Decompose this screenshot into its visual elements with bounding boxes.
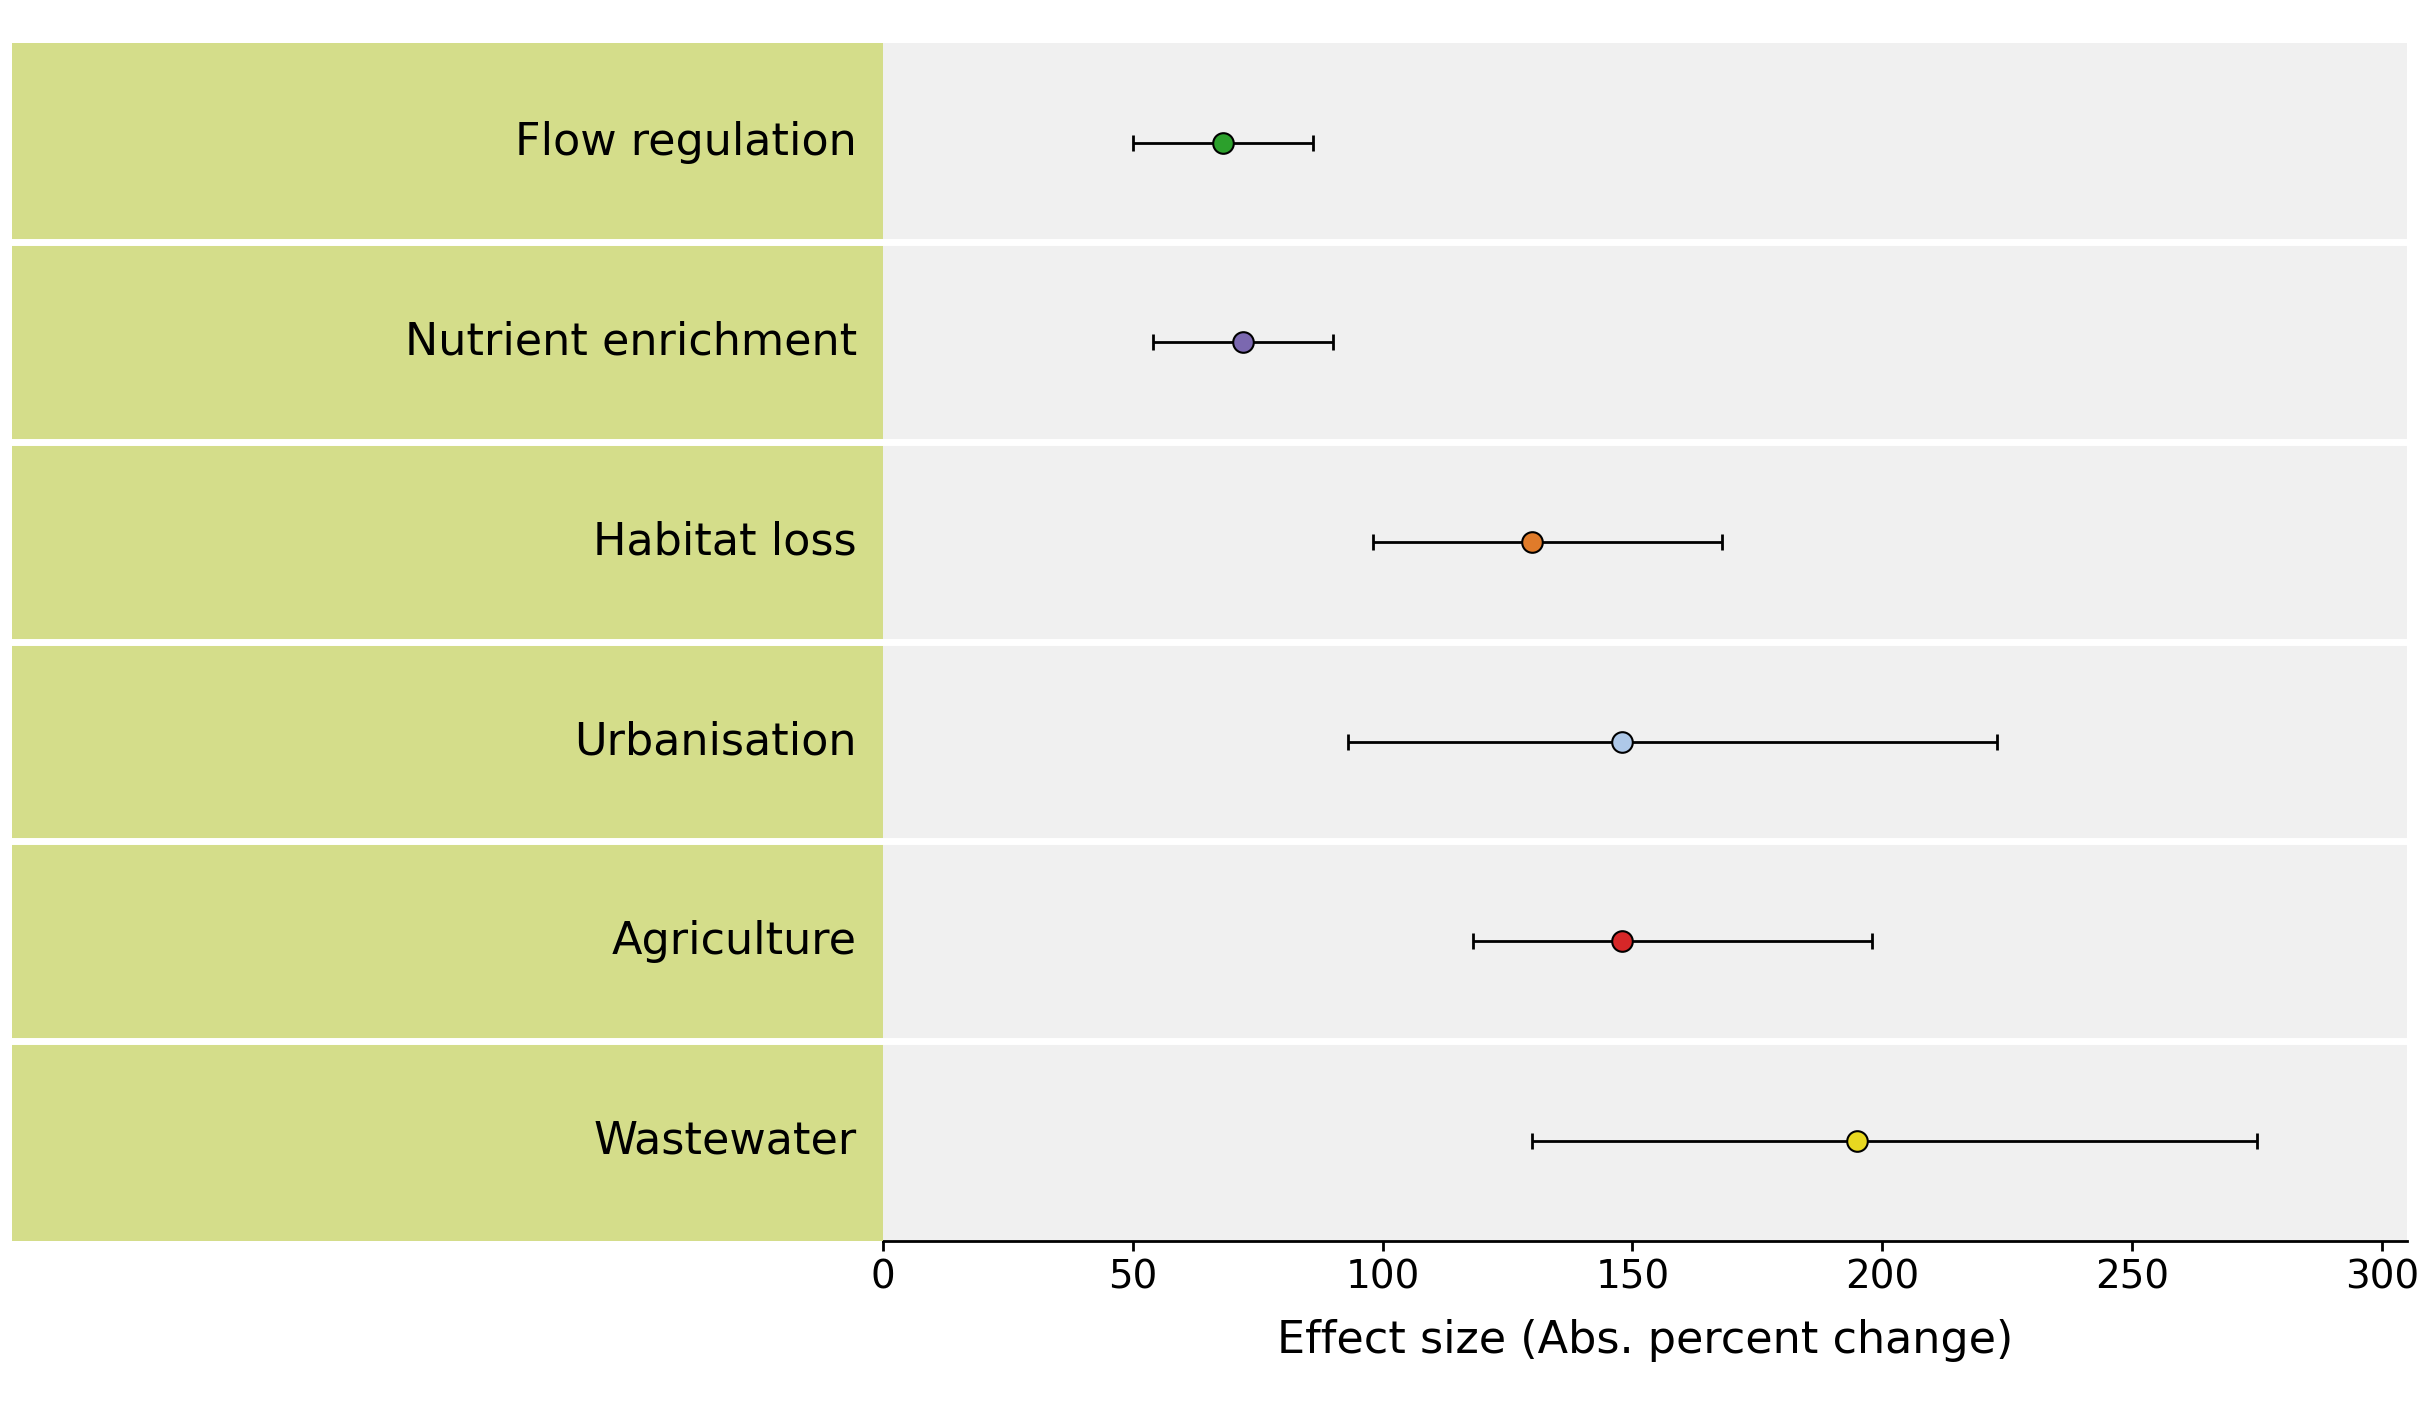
Bar xyxy=(12,642,883,841)
Text: Nutrient enrichment: Nutrient enrichment xyxy=(404,321,856,364)
X-axis label: Effect size (Abs. percent change): Effect size (Abs. percent change) xyxy=(1277,1319,2013,1362)
Point xyxy=(1604,930,1643,953)
Text: Flow regulation: Flow regulation xyxy=(515,121,856,164)
Text: Habitat loss: Habitat loss xyxy=(593,520,856,563)
Point xyxy=(1224,331,1263,354)
Point xyxy=(1202,131,1241,154)
Bar xyxy=(12,242,883,442)
Point xyxy=(1838,1129,1877,1152)
Bar xyxy=(12,43,883,242)
Point xyxy=(1604,730,1643,753)
Bar xyxy=(12,841,883,1041)
Text: Urbanisation: Urbanisation xyxy=(573,720,856,763)
Point xyxy=(1514,530,1553,553)
Bar xyxy=(12,1041,883,1241)
Text: Agriculture: Agriculture xyxy=(612,920,856,963)
Text: Wastewater: Wastewater xyxy=(593,1119,856,1162)
Bar xyxy=(12,442,883,642)
